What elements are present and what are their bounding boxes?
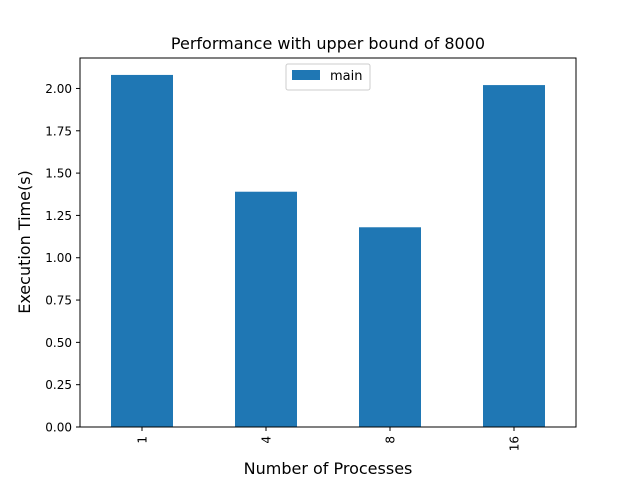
y-tick-label: 1.25: [45, 209, 72, 223]
bar-16: [483, 85, 545, 427]
legend-label: main: [330, 69, 362, 84]
y-tick-label: 1.00: [45, 251, 72, 265]
y-tick-label: 1.50: [45, 167, 72, 181]
x-tick-label: 4: [260, 436, 274, 444]
plot-area: 0.00 0.25 0.50 0.75 1.00 1.25 1.50 1.75 2.00 1 4 8 1…: [45, 57, 577, 451]
bar-4: [235, 191, 297, 427]
x-tick-label: 8: [384, 436, 398, 444]
y-tick-label: 0.00: [45, 421, 72, 435]
legend-swatch: [292, 70, 320, 80]
x-tick-label: 1: [136, 436, 150, 444]
x-tick-label: 16: [508, 436, 522, 451]
y-axis-label: Execution Time(s): [15, 170, 34, 314]
chart-title: Performance with upper bound of 8000: [171, 34, 485, 53]
legend: main: [285, 63, 371, 91]
plot-frame: [79, 57, 577, 428]
bar-1: [111, 74, 173, 428]
y-tick-label: 1.75: [45, 124, 72, 138]
bar-8: [359, 227, 421, 427]
y-tick-label: 0.75: [45, 294, 72, 308]
x-axis-label: Number of Processes: [244, 459, 413, 478]
y-tick-label: 0.25: [45, 378, 72, 392]
y-tick-label: 0.50: [45, 336, 72, 350]
y-tick-label: 2.00: [45, 82, 72, 96]
